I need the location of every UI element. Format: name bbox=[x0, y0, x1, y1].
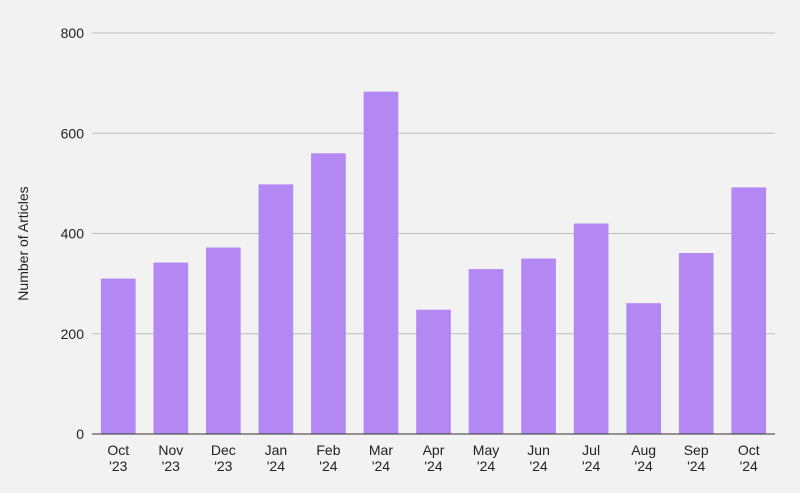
bar bbox=[258, 184, 294, 434]
x-tick-label: '23 bbox=[214, 458, 232, 474]
y-tick-label: 800 bbox=[61, 25, 85, 41]
bars bbox=[100, 91, 767, 435]
bar bbox=[100, 278, 136, 434]
bar bbox=[626, 303, 661, 434]
x-tick-label: Nov bbox=[158, 442, 183, 458]
bar bbox=[416, 309, 451, 434]
x-tick-label: Dec bbox=[211, 442, 236, 458]
x-tick-label: Feb bbox=[316, 442, 340, 458]
y-tick-labels: 0 200 400 600 800 bbox=[61, 25, 85, 442]
x-tick-label: Sep bbox=[684, 442, 709, 458]
x-tick-label: Jan bbox=[265, 442, 288, 458]
bar bbox=[731, 187, 767, 434]
y-axis-title: Number of Articles bbox=[15, 186, 31, 300]
x-tick-label: '24 bbox=[372, 458, 390, 474]
x-tick-label: Oct bbox=[107, 442, 129, 458]
x-tick-label: '24 bbox=[740, 458, 758, 474]
x-tick-label: May bbox=[473, 442, 499, 458]
x-tick-labels: Oct'23Nov'23Dec'23Jan'24Feb'24Mar'24Apr'… bbox=[107, 442, 759, 474]
bar bbox=[153, 262, 189, 434]
x-tick-label: '24 bbox=[319, 458, 337, 474]
bar bbox=[573, 223, 609, 434]
bar bbox=[363, 91, 399, 435]
x-tick-label: Aug bbox=[631, 442, 656, 458]
x-tick-label: '24 bbox=[582, 458, 600, 474]
x-tick-label: Oct bbox=[738, 442, 760, 458]
bar bbox=[678, 253, 714, 434]
x-tick-label: '23 bbox=[109, 458, 127, 474]
x-tick-label: Jul bbox=[582, 442, 600, 458]
x-tick-label: Jun bbox=[527, 442, 550, 458]
x-tick-label: '24 bbox=[267, 458, 285, 474]
x-tick-label: Apr bbox=[423, 442, 445, 458]
bar bbox=[206, 247, 241, 434]
y-tick-label: 0 bbox=[76, 426, 84, 442]
x-tick-label: '24 bbox=[529, 458, 547, 474]
x-tick-label: '23 bbox=[162, 458, 180, 474]
y-tick-label: 600 bbox=[61, 125, 85, 141]
bar bbox=[468, 269, 504, 434]
x-tick-label: '24 bbox=[635, 458, 653, 474]
y-tick-label: 200 bbox=[61, 326, 85, 342]
x-tick-label: '24 bbox=[424, 458, 442, 474]
x-tick-label: Mar bbox=[369, 442, 393, 458]
x-tick-label: '24 bbox=[477, 458, 495, 474]
x-tick-label: '24 bbox=[687, 458, 705, 474]
gridlines bbox=[92, 32, 775, 335]
y-tick-label: 400 bbox=[61, 226, 85, 242]
bar bbox=[311, 153, 346, 435]
bar bbox=[521, 258, 556, 434]
